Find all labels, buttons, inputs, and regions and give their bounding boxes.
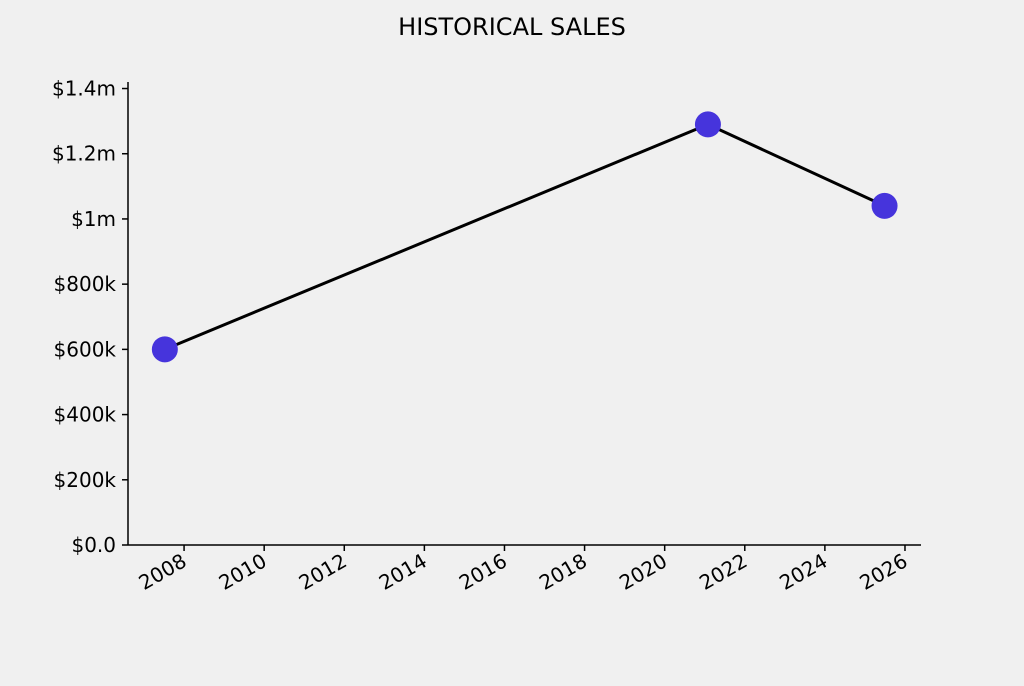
y-tick-label: $800k (54, 272, 117, 296)
x-tick-label: 2018 (535, 549, 591, 595)
x-tick-label: 2020 (615, 549, 671, 595)
y-tick-label: $1m (71, 207, 116, 231)
x-tick-label: 2008 (134, 549, 190, 595)
y-tick-label: $0.0 (71, 533, 116, 557)
y-tick-label: $1.4m (52, 77, 116, 101)
chart-title: HISTORICAL SALES (398, 13, 626, 41)
series-line (164, 122, 886, 351)
y-tick-label: $200k (54, 468, 117, 492)
y-tick-label: $600k (54, 337, 117, 361)
x-tick-label: 2014 (375, 549, 431, 595)
x-tick-label: 2012 (295, 549, 351, 595)
y-tick-label: $400k (54, 403, 117, 427)
x-tick-label: 2016 (455, 549, 511, 595)
data-point (694, 111, 721, 138)
x-tick-label: 2024 (775, 549, 831, 595)
x-tick-label: 2026 (855, 549, 911, 595)
y-tick-label: $1.2m (52, 142, 116, 166)
series (151, 111, 898, 363)
x-tick-label: 2022 (695, 549, 751, 595)
x-tick-label: 2010 (215, 549, 271, 595)
data-point (871, 192, 898, 219)
data-point (151, 336, 178, 363)
axes: $0.0 $200k $400k $600k $800k $1m $1.2m $1.4m 200… (52, 77, 921, 595)
